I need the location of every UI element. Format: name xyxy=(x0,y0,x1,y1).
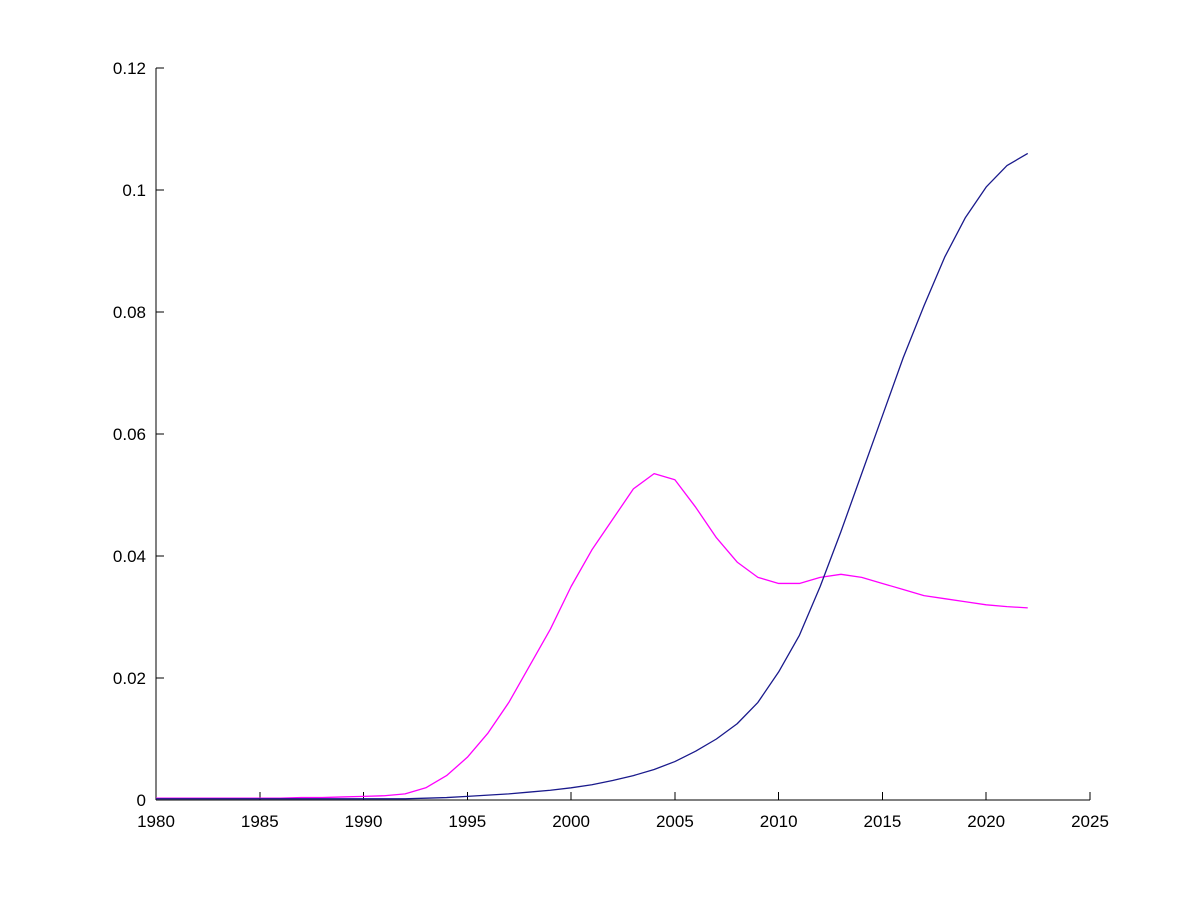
y-tick-label: 0.1 xyxy=(122,181,146,200)
x-tick-label: 2025 xyxy=(1071,812,1109,831)
y-tick-label: 0.06 xyxy=(113,425,146,444)
y-tick-label: 0.02 xyxy=(113,669,146,688)
x-tick-label: 2015 xyxy=(864,812,902,831)
x-tick-label: 1985 xyxy=(241,812,279,831)
y-tick-label: 0.12 xyxy=(113,59,146,78)
x-tick-label: 2000 xyxy=(552,812,590,831)
x-tick-label: 1980 xyxy=(137,812,175,831)
magenta-series-line xyxy=(156,472,1028,799)
x-tick-label: 1990 xyxy=(345,812,383,831)
x-tick-label: 2005 xyxy=(656,812,694,831)
x-tick-label: 2010 xyxy=(760,812,798,831)
y-tick-label: 0 xyxy=(137,791,146,810)
x-tick-label: 1995 xyxy=(448,812,486,831)
x-tick-label: 2020 xyxy=(967,812,1005,831)
y-tick-label: 0.08 xyxy=(113,303,146,322)
blue-series-line xyxy=(156,152,1029,800)
y-tick-label: 0.04 xyxy=(113,547,146,566)
